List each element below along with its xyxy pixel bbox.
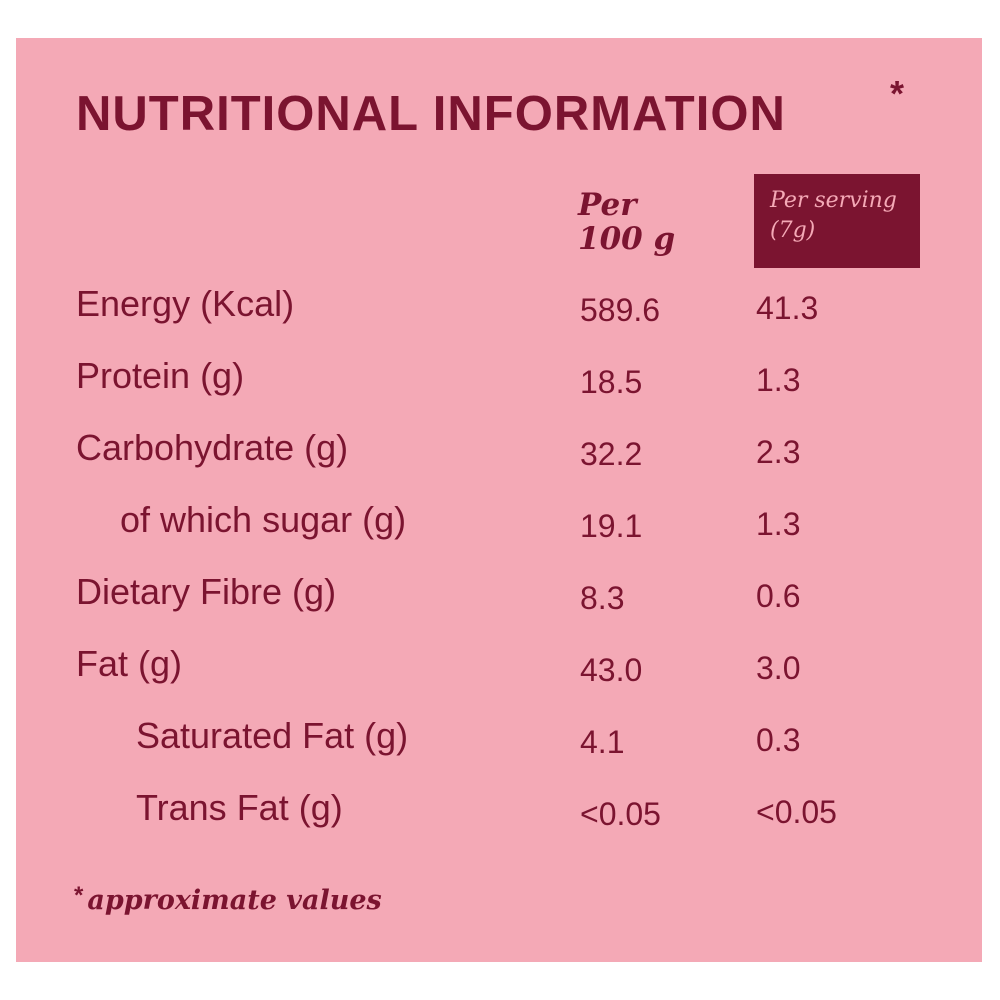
footnote-asterisk: *: [74, 882, 84, 909]
column-header-per-serving: Per serving (7g): [754, 174, 920, 268]
value-per-100g: 43.0: [580, 652, 643, 688]
footnote: * approximate values: [74, 878, 382, 919]
value-per-serving: 0.3: [756, 722, 801, 758]
row-label: Protein (g): [76, 355, 245, 396]
footnote-text: approximate values: [87, 885, 382, 916]
value-per-serving: 1.3: [756, 506, 801, 542]
value-per-100g: 8.3: [580, 580, 625, 616]
table-row: of which sugar (g) 19.1 1.3: [16, 496, 982, 556]
nutrition-panel: NUTRITIONAL INFORMATION * Per 100 g Per …: [16, 38, 982, 962]
table-row: Saturated Fat (g) 4.1 0.3: [16, 712, 982, 772]
value-per-100g: 19.1: [580, 508, 643, 544]
value-per-serving: 0.6: [756, 578, 801, 614]
value-per-serving: 3.0: [756, 650, 801, 686]
column-header-per-100g-line2: 100 g: [578, 221, 676, 257]
row-label: Dietary Fibre (g): [76, 571, 337, 612]
value-per-100g: 18.5: [580, 364, 643, 400]
row-label: Energy (Kcal): [76, 283, 295, 324]
panel-title: NUTRITIONAL INFORMATION: [76, 87, 786, 141]
table-row: Trans Fat (g) <0.05 <0.05: [16, 784, 982, 844]
value-per-serving: <0.05: [756, 794, 837, 830]
table-row: Energy (Kcal) 589.6 41.3: [16, 280, 982, 340]
row-label: Trans Fat (g): [136, 787, 343, 828]
column-header-per-serving-line1: Per serving: [770, 188, 897, 213]
column-header-per-serving-line2: (7g): [770, 218, 816, 243]
value-per-100g: 32.2: [580, 436, 643, 472]
value-per-100g: <0.05: [580, 796, 661, 832]
column-header-per-100g: Per 100 g: [578, 188, 728, 256]
value-per-serving: 1.3: [756, 362, 801, 398]
table-row: Fat (g) 43.0 3.0: [16, 640, 982, 700]
row-label: Fat (g): [76, 643, 183, 684]
table-row: Protein (g) 18.5 1.3: [16, 352, 982, 412]
row-label: Carbohydrate (g): [76, 427, 349, 468]
column-header-per-100g-line1: Per: [578, 187, 637, 223]
value-per-serving: 2.3: [756, 434, 801, 470]
row-label: Saturated Fat (g): [136, 715, 409, 756]
value-per-serving: 41.3: [756, 290, 819, 326]
value-per-100g: 589.6: [580, 292, 661, 328]
table-row: Dietary Fibre (g) 8.3 0.6: [16, 568, 982, 628]
row-label: of which sugar (g): [120, 499, 407, 540]
title-asterisk: *: [890, 73, 905, 114]
value-per-100g: 4.1: [580, 724, 625, 760]
table-row: Carbohydrate (g) 32.2 2.3: [16, 424, 982, 484]
